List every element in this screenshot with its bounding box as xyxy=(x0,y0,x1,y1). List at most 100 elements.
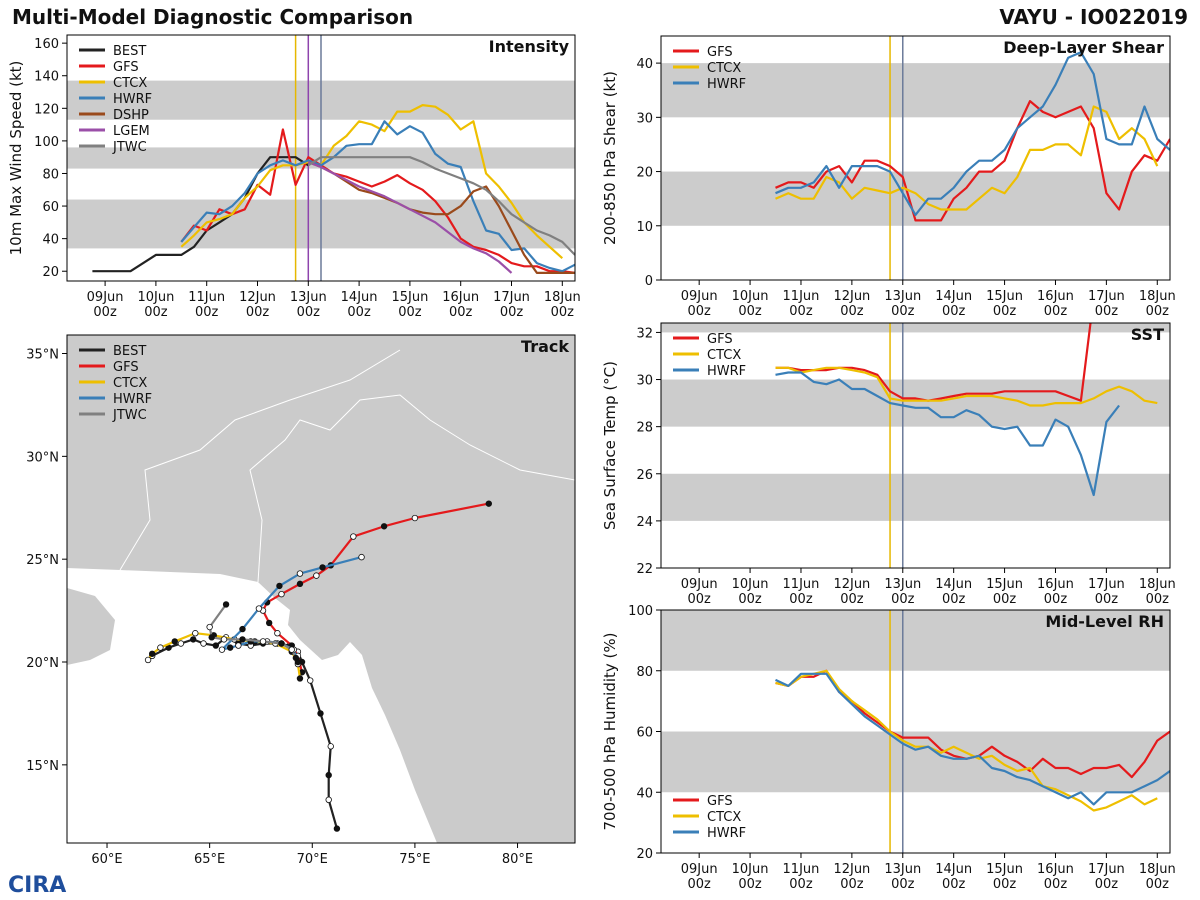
x-tick-label: 15Jun 00z xyxy=(986,289,1023,319)
track-point xyxy=(327,743,334,750)
track-point xyxy=(177,640,185,647)
track-point xyxy=(296,675,304,682)
track-point xyxy=(144,656,152,664)
y-tick-label: 30°N xyxy=(26,450,59,465)
x-tick-label: 09Jun 00z xyxy=(681,289,718,319)
x-tick-label: 75°E xyxy=(399,852,430,867)
legend-label: JTWC xyxy=(112,140,147,155)
series-line xyxy=(775,105,1159,211)
y-tick-label: 20 xyxy=(42,265,59,280)
x-tick-label: 60°E xyxy=(91,852,122,867)
x-tick-label: 11Jun 00z xyxy=(188,290,225,320)
y-tick-label: 120 xyxy=(34,102,59,117)
track-point xyxy=(171,638,178,645)
plot-area xyxy=(661,323,1170,568)
legend-label: CTCX xyxy=(707,348,741,363)
track-point xyxy=(220,636,228,643)
x-tick-label: 14Jun 00z xyxy=(341,290,378,320)
y-tick-label: 60 xyxy=(636,726,653,741)
x-tick-label: 16Jun 00z xyxy=(1037,577,1074,607)
y-tick-label: 20 xyxy=(636,166,653,181)
track-point xyxy=(278,590,285,598)
storm-id: VAYU - IO022019 xyxy=(999,5,1188,29)
legend-label: BEST xyxy=(113,44,146,59)
x-tick-label: 14Jun 00z xyxy=(935,289,972,319)
legend-label: HWRF xyxy=(707,77,746,92)
y-tick-label: 40 xyxy=(636,57,653,72)
series-line xyxy=(775,371,1120,497)
track-point xyxy=(317,710,324,717)
x-tick-label: 10Jun 00z xyxy=(732,577,769,607)
axes-frame xyxy=(660,35,1171,281)
x-tick-label: 15Jun 00z xyxy=(986,577,1023,607)
y-tick-label: 80 xyxy=(42,167,59,182)
axes-frame xyxy=(660,322,1171,569)
x-tick-label: 11Jun 00z xyxy=(783,862,820,892)
track-point xyxy=(292,654,300,662)
series-line xyxy=(775,672,1170,806)
legend-label: JTWC xyxy=(112,408,147,423)
track-point xyxy=(274,630,281,637)
y-tick-label: 22 xyxy=(636,562,653,577)
track-point xyxy=(358,553,365,561)
x-tick-label: 70°E xyxy=(297,852,328,867)
series-line xyxy=(775,366,1158,407)
legend-label: CTCX xyxy=(113,76,147,91)
track-point xyxy=(319,564,326,571)
y-tick-label: 25°N xyxy=(26,553,59,568)
x-tick-label: 16Jun 00z xyxy=(1037,289,1074,319)
legend-label: GFS xyxy=(113,360,139,375)
x-tick-label: 17Jun 00z xyxy=(1088,862,1125,892)
x-tick-label: 18Jun 00z xyxy=(1139,577,1176,607)
x-tick-label: 17Jun 00z xyxy=(493,290,530,320)
legend-label: GFS xyxy=(707,45,733,60)
series-line xyxy=(180,128,575,274)
plot-area xyxy=(67,35,575,281)
track-point xyxy=(333,825,341,832)
y-axis-label: 200-850 hPa Shear (kt) xyxy=(601,71,619,245)
y-tick-label: 100 xyxy=(628,604,653,619)
panel-title: Track xyxy=(521,337,569,356)
legend-label: BEST xyxy=(113,344,146,359)
panel-title: SST xyxy=(1131,325,1164,344)
track-point xyxy=(222,601,230,608)
y-axis-label: 700-500 hPa Humidity (%) xyxy=(601,632,619,830)
legend-label: CTCX xyxy=(707,810,741,825)
y-tick-label: 26 xyxy=(636,468,653,483)
track-point xyxy=(265,619,273,627)
track-point xyxy=(325,771,332,779)
y-tick-label: 30 xyxy=(636,374,653,389)
band xyxy=(661,323,1170,333)
x-tick-label: 16Jun 00z xyxy=(442,290,479,320)
y-tick-label: 35°N xyxy=(26,348,59,363)
band xyxy=(661,63,1170,118)
x-tick-label: 12Jun 00z xyxy=(833,577,870,607)
track-point xyxy=(325,796,332,804)
legend-label: CTCX xyxy=(113,376,147,391)
series-line xyxy=(307,156,575,256)
x-tick-label: 14Jun 00z xyxy=(935,862,972,892)
x-tick-label: 11Jun 00z xyxy=(783,289,820,319)
track-point xyxy=(190,636,197,643)
y-axis-label: Sea Surface Temp (°C) xyxy=(601,361,619,530)
track-point xyxy=(206,623,213,631)
legend-label: DSHP xyxy=(113,108,149,123)
x-tick-label: 18Jun 00z xyxy=(1139,862,1176,892)
axes-frame xyxy=(66,334,576,844)
track-point xyxy=(296,570,304,577)
track-point xyxy=(380,523,388,530)
track-point xyxy=(239,636,246,643)
x-tick-label: 09Jun 00z xyxy=(681,862,718,892)
track-point xyxy=(208,634,215,641)
band xyxy=(661,379,1170,427)
band xyxy=(661,610,1170,671)
plot-area xyxy=(661,36,1170,280)
track-point xyxy=(255,605,263,612)
x-tick-label: 10Jun 00z xyxy=(732,862,769,892)
track-point xyxy=(313,572,320,579)
track-point xyxy=(288,646,295,653)
x-tick-label: 13Jun 00z xyxy=(884,862,921,892)
band xyxy=(661,731,1170,793)
series-line xyxy=(92,156,309,273)
x-tick-label: 15Jun 00z xyxy=(391,290,428,320)
